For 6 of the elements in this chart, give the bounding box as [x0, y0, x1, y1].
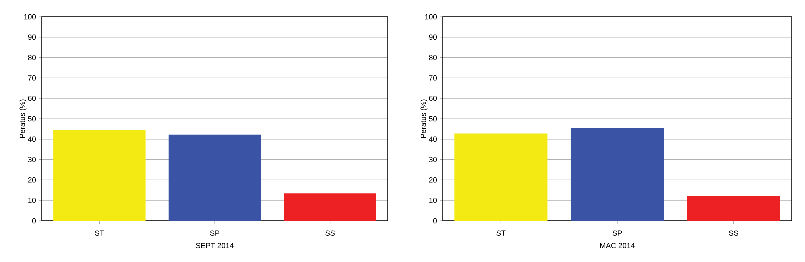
bar — [687, 196, 780, 221]
bar — [168, 134, 262, 221]
bar — [570, 128, 664, 221]
bar — [54, 130, 146, 221]
bar — [284, 194, 376, 221]
bar — [454, 134, 548, 221]
